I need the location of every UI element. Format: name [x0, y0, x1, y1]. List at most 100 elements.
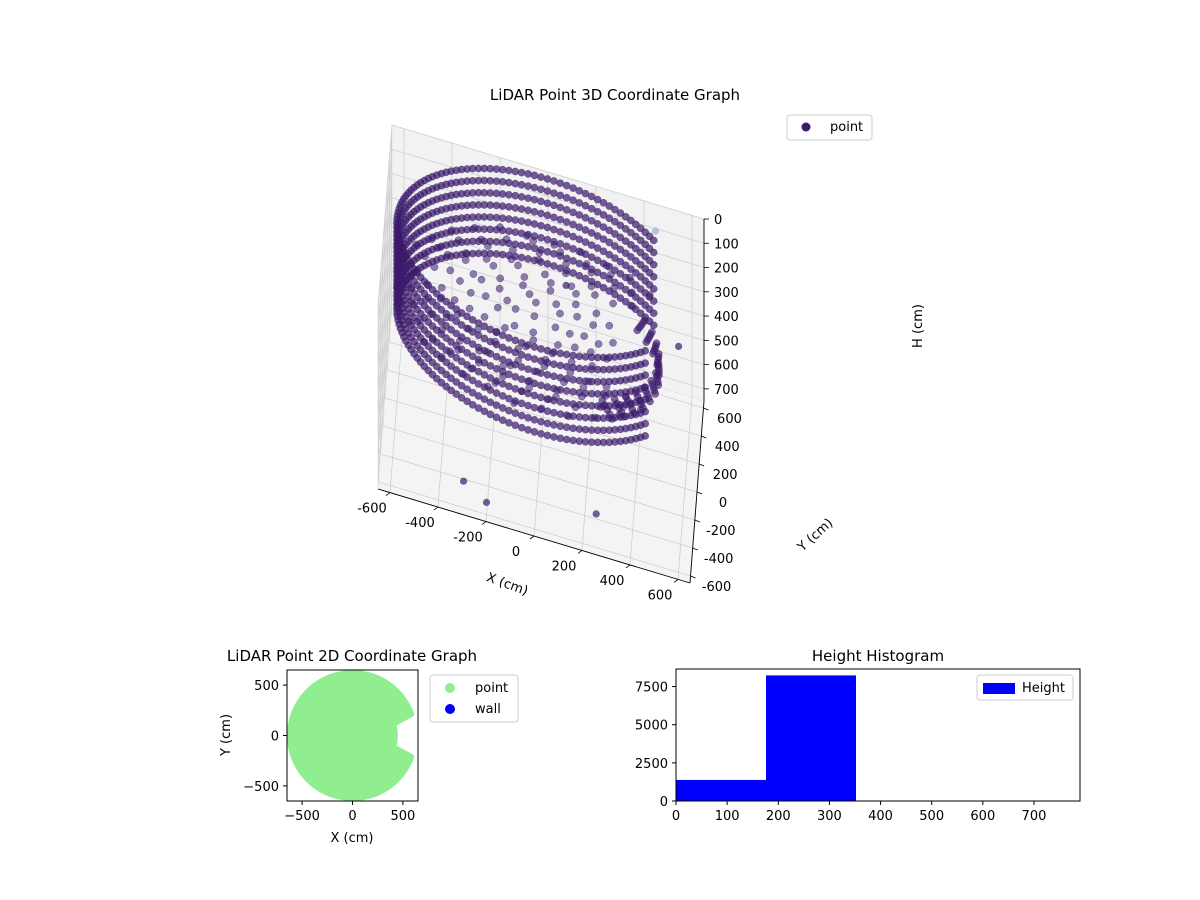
point-3d	[537, 198, 544, 205]
point-3d	[537, 222, 544, 229]
point-3d	[550, 361, 557, 368]
point-3d	[629, 303, 636, 310]
point-3d	[544, 432, 551, 439]
point-3d	[570, 376, 577, 383]
point-3d	[537, 345, 544, 352]
point-3d	[583, 260, 590, 267]
point-3d	[490, 262, 497, 269]
point-3d	[505, 407, 512, 414]
point-3d	[509, 246, 516, 253]
point-3d	[512, 204, 519, 211]
point-3d	[519, 282, 526, 289]
point-3d	[467, 289, 474, 296]
y-tick-3d	[699, 464, 704, 466]
point-3d	[557, 386, 564, 393]
y-tick-3d	[691, 576, 696, 578]
z-axis-label-3d: H (cm)	[911, 304, 926, 348]
point-3d	[504, 297, 511, 304]
point-3d	[518, 242, 525, 249]
x-tick-label-histogram: 600	[970, 809, 995, 824]
point-3d	[531, 404, 538, 411]
point-3d	[505, 371, 512, 378]
x-axis-label-3d: X (cm)	[484, 570, 530, 599]
point-3d	[557, 216, 564, 223]
point-3d	[518, 193, 525, 200]
point-3d	[531, 380, 538, 387]
point-3d	[505, 215, 512, 222]
point-3d	[531, 416, 538, 423]
point-3d	[650, 273, 657, 280]
x-tick-3d	[626, 565, 630, 568]
y-axis-label-2d: Y (cm)	[219, 714, 234, 757]
x-tick-3d	[482, 522, 486, 525]
point-3d	[550, 433, 557, 440]
point-3d	[481, 313, 488, 320]
point-3d	[518, 205, 525, 212]
x-tick-3d	[386, 493, 390, 496]
point-3d	[593, 310, 600, 317]
x-tick-label-3d: 400	[600, 574, 625, 589]
point-3d	[557, 204, 564, 211]
point-3d	[547, 287, 554, 294]
x-tick-label-histogram: 100	[715, 809, 740, 824]
point-3d	[462, 250, 469, 257]
point-3d	[518, 363, 525, 370]
point-3d	[566, 330, 573, 337]
point-3d	[483, 255, 490, 262]
point-3d	[550, 226, 557, 233]
point-3d	[576, 389, 583, 396]
z-tick-label-3d: 500	[714, 334, 739, 349]
point-3d	[550, 409, 557, 416]
point-3d	[544, 420, 551, 427]
point-3d	[563, 400, 570, 407]
point-3d	[537, 382, 544, 389]
point-3d	[557, 435, 564, 442]
x-axis-label-2d: X (cm)	[331, 831, 374, 846]
point-3d	[505, 346, 512, 353]
point-3d	[484, 243, 491, 250]
point-3d	[537, 406, 544, 413]
point-3d	[562, 270, 569, 277]
point-3d	[576, 426, 583, 433]
point-3d	[557, 180, 564, 187]
point-3d	[531, 220, 538, 227]
x-tick-3d	[578, 550, 582, 553]
point-3d	[650, 249, 657, 256]
point-3d	[505, 359, 512, 366]
point-3d	[505, 383, 512, 390]
legend-2d-label-point: point	[475, 681, 508, 696]
point-3d	[505, 167, 512, 174]
point-3d	[544, 248, 551, 255]
point-3d	[570, 388, 577, 395]
point-3d	[537, 394, 544, 401]
point-3d	[563, 194, 570, 201]
point-3d	[470, 271, 477, 278]
point-3d	[544, 188, 551, 195]
point-3d	[544, 224, 551, 231]
point-3d	[537, 418, 544, 425]
point-3d	[525, 219, 532, 226]
point-3d	[431, 264, 438, 271]
chart-3d: LiDAR Point 3D Coordinate Graph -600-400…	[357, 86, 926, 603]
point-3d	[648, 328, 655, 335]
point-3d	[557, 398, 564, 405]
point-3d	[576, 438, 583, 445]
point-3d	[531, 172, 538, 179]
point-3d	[530, 329, 537, 336]
point-3d	[570, 425, 577, 432]
point-3d	[526, 291, 533, 298]
point-3d	[557, 249, 564, 256]
y-tick-label-histogram: 5000	[635, 719, 668, 734]
points-region-2d	[290, 673, 411, 798]
point-3d	[588, 283, 595, 290]
point-3d	[531, 392, 538, 399]
point-3d	[505, 203, 512, 210]
point-3d	[563, 218, 570, 225]
z-tick-label-3d: 700	[714, 383, 739, 398]
point-3d	[544, 212, 551, 219]
point-3d	[518, 339, 525, 346]
point-3d	[595, 340, 602, 347]
point-3d	[505, 191, 512, 198]
y-tick-label-3d: 600	[717, 412, 742, 427]
y-tick-3d	[703, 408, 708, 410]
